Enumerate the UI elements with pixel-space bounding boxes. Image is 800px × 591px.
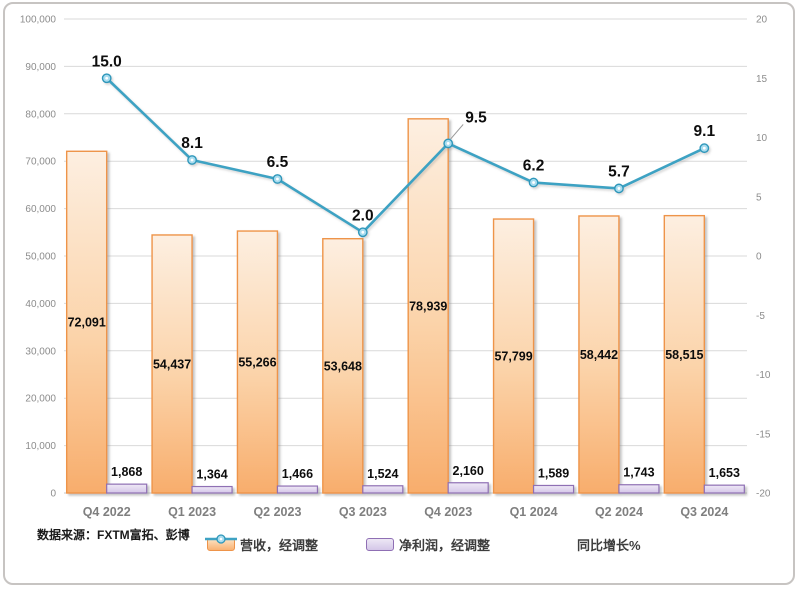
category-label: Q1 2024 — [510, 505, 558, 519]
revenue-bar — [151, 234, 193, 494]
right-axis-tick: -20 — [756, 489, 771, 500]
netprofit-bar — [532, 484, 575, 494]
chart-legend: 营收，经调整 净利润，经调整 同比增长% — [205, 534, 641, 554]
growth-marker-center — [532, 181, 535, 184]
category-label: Q1 2023 — [168, 505, 216, 519]
left-axis-tick: 0 — [50, 489, 56, 500]
revenue-bar — [492, 218, 535, 494]
legend-item-netprofit: 净利润，经调整 — [366, 535, 490, 554]
legend-label-revenue: 营收，经调整 — [240, 538, 319, 553]
left-axis-tick: 100,000 — [20, 15, 57, 26]
chart-container: 0 10,000 20,000 30,000 40,000 50,000 60,000 70,… — [3, 2, 795, 585]
left-axis-tick: 70,000 — [25, 157, 56, 168]
category-label: Q2 2023 — [253, 505, 301, 519]
netprofit-bar — [447, 482, 489, 494]
right-axis-tick: -15 — [756, 429, 771, 440]
source-note: 数据来源：FXTM富拓、彭博 — [37, 528, 190, 542]
growth-value-label: 6.5 — [267, 154, 289, 171]
netprofit-value-label: 1,743 — [623, 466, 654, 480]
netprofit-bar — [703, 484, 745, 494]
revenue-bar — [65, 150, 108, 494]
left-axis-tick: 10,000 — [25, 441, 56, 452]
revenue-value-label: 53,648 — [324, 359, 362, 373]
growth-value-label: 9.1 — [694, 123, 716, 140]
growth-value-label: 15.0 — [92, 53, 122, 70]
right-axis-tick: -5 — [756, 311, 765, 322]
growth-marker-center — [617, 187, 621, 190]
left-axis-tick: 30,000 — [25, 346, 56, 357]
left-axis-tick: 60,000 — [25, 204, 56, 215]
right-axis-tick: 0 — [756, 252, 762, 263]
legend-item-revenue: 营收，经调整 — [207, 535, 318, 554]
netprofit-bar — [106, 483, 148, 494]
left-axis-tick: 40,000 — [25, 299, 56, 310]
left-axis-tick: 20,000 — [25, 394, 56, 405]
netprofit-swatch-icon — [366, 538, 395, 551]
left-axis-tick: 90,000 — [25, 62, 56, 73]
category-label: Q4 2023 — [424, 505, 472, 519]
growth-marker-center — [702, 146, 706, 150]
category-label: Q2 2024 — [595, 505, 643, 519]
revenue-bar — [236, 230, 279, 494]
revenue-value-label: 58,442 — [580, 348, 618, 362]
legend-label-growth: 同比增长% — [577, 538, 641, 553]
revenue-value-label: 57,799 — [494, 350, 532, 364]
growth-marker-center — [361, 230, 365, 234]
right-axis-tick: 20 — [756, 15, 768, 26]
netprofit-bar — [618, 484, 660, 494]
revenue-value-label: 78,939 — [409, 299, 447, 313]
netprofit-bar — [191, 485, 233, 494]
left-axis-tick: 80,000 — [25, 109, 56, 120]
growth-value-label: 5.7 — [608, 163, 630, 180]
growth-marker-center — [446, 142, 450, 145]
growth-value-label: 8.1 — [181, 135, 203, 152]
netprofit-value-label: 1,653 — [709, 466, 740, 480]
right-axis-tick: 10 — [756, 133, 768, 144]
growth-marker-center — [190, 158, 194, 162]
right-axis-tick: 5 — [756, 192, 762, 203]
right-axis-tick: 15 — [756, 74, 768, 85]
growth-line-swatch-icon — [205, 534, 572, 551]
growth-value-label: 9.5 — [465, 109, 487, 126]
revenue-bar — [578, 215, 620, 494]
right-axis-tick: -10 — [756, 370, 771, 381]
growth-marker-center — [105, 76, 109, 80]
label-leader-line — [450, 124, 464, 140]
netprofit-value-label: 1,589 — [538, 466, 569, 480]
netprofit-value-label: 1,868 — [111, 465, 142, 479]
revenue-value-label: 72,091 — [68, 316, 106, 330]
combo-chart-svg: 0 10,000 20,000 30,000 40,000 50,000 60,000 70,… — [20, 15, 771, 520]
netprofit-value-label: 1,524 — [367, 467, 398, 481]
revenue-bar — [322, 238, 364, 494]
left-axis-tick: 50,000 — [25, 252, 56, 263]
netprofit-value-label: 1,364 — [196, 468, 227, 482]
legend-label-netprofit: 净利润，经调整 — [399, 538, 491, 553]
legend-item-growth: 同比增长% — [205, 534, 641, 554]
netprofit-value-label: 1,466 — [282, 467, 313, 481]
growth-line — [105, 77, 705, 234]
growth-value-label: 2.0 — [352, 207, 374, 224]
netprofit-value-label: 2,160 — [453, 464, 484, 478]
category-label: Q4 2022 — [83, 505, 131, 519]
revenue-value-label: 58,515 — [665, 348, 703, 362]
growth-marker-center — [276, 177, 279, 181]
revenue-bar — [663, 214, 706, 494]
revenue-value-label: 55,266 — [238, 356, 276, 370]
netprofit-bar — [276, 485, 319, 494]
netprofit-bar — [362, 485, 404, 494]
revenue-value-label: 54,437 — [153, 357, 191, 371]
growth-value-label: 6.2 — [523, 158, 545, 175]
category-label: Q3 2024 — [680, 505, 728, 519]
revenue-bar — [407, 118, 449, 494]
category-label: Q3 2023 — [339, 505, 387, 519]
